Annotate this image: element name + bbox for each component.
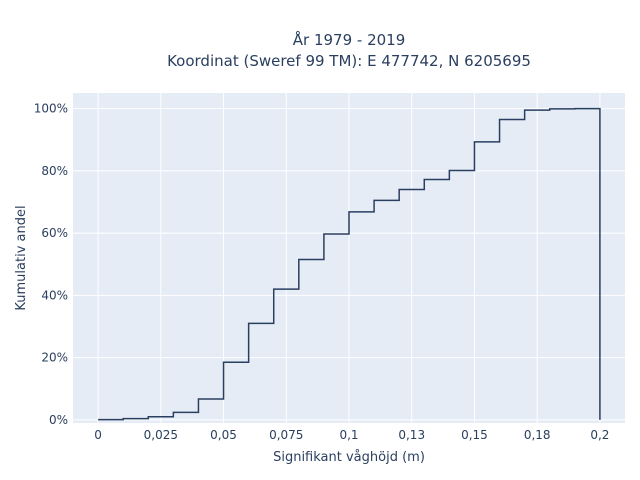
- x-tick-label: 0: [94, 428, 102, 442]
- x-tick-label: 0,025: [144, 428, 178, 442]
- y-tick-label: 60%: [41, 226, 68, 240]
- tick-labels: 0 0,025 0,05 0,075 0,1 0,13 0,15 0,18 0,2 0% 20% 40…: [34, 102, 610, 442]
- x-tick-label: 0,2: [590, 428, 609, 442]
- series-layer: [98, 107, 601, 421]
- x-tick-label: 0,075: [269, 428, 303, 442]
- cumulative-step-line: [98, 107, 601, 421]
- x-tick-label: 0,15: [461, 428, 488, 442]
- chart-title: År 1979 - 2019: [293, 30, 406, 49]
- y-tick-label: 40%: [41, 288, 68, 302]
- x-tick-label: 0,18: [524, 428, 551, 442]
- x-tick-label: 0,1: [339, 428, 358, 442]
- y-tick-label: 20%: [41, 351, 68, 365]
- y-axis-title: Kumulativ andel: [14, 205, 29, 310]
- y-tick-label: 80%: [41, 164, 68, 178]
- x-tick-label: 0,13: [398, 428, 425, 442]
- chart-subtitle: Koordinat (Sweref 99 TM): E 477742, N 62…: [167, 52, 531, 70]
- y-tick-label: 0%: [49, 413, 68, 427]
- x-axis-title: Signifikant våghöjd (m): [273, 450, 425, 465]
- y-tick-label: 100%: [34, 102, 68, 116]
- x-tick-label: 0,05: [210, 428, 237, 442]
